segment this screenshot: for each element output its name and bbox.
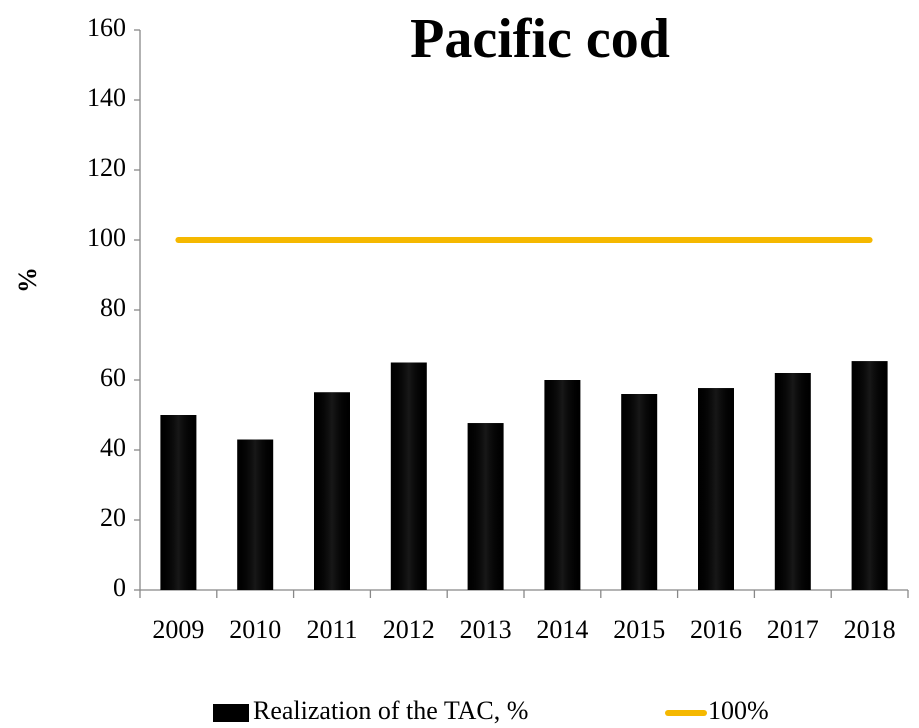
y-tick-label: 40 xyxy=(100,433,126,462)
x-tick-label: 2011 xyxy=(306,615,357,644)
bar-shade xyxy=(774,373,811,590)
x-tick-label: 2010 xyxy=(229,615,281,644)
y-tick-label: 60 xyxy=(100,363,126,392)
bar-shade xyxy=(544,380,581,590)
bar-shade xyxy=(237,439,274,590)
legend-swatch xyxy=(213,704,249,722)
y-tick-label: 0 xyxy=(113,573,126,602)
x-tick-label: 2017 xyxy=(767,615,819,644)
y-tick-label: 160 xyxy=(87,13,126,42)
bar-shade xyxy=(390,362,427,590)
x-tick-label: 2016 xyxy=(690,615,742,644)
bar-shade xyxy=(160,415,197,590)
y-tick-label: 100 xyxy=(87,223,126,252)
x-tick-label: 2014 xyxy=(536,615,588,644)
bar-shade xyxy=(698,388,734,590)
y-axis-label: % xyxy=(13,267,42,293)
x-tick-label: 2009 xyxy=(152,615,204,644)
chart-title: Pacific cod xyxy=(410,8,670,70)
bar-shade xyxy=(467,423,504,590)
bar-shade xyxy=(621,394,658,590)
legend-label: 100% xyxy=(708,696,769,725)
x-tick-label: 2015 xyxy=(613,615,665,644)
y-tick-label: 80 xyxy=(100,293,126,322)
x-tick-label: 2013 xyxy=(460,615,512,644)
y-tick-label: 140 xyxy=(87,83,126,112)
bar-shade xyxy=(851,361,888,590)
bar-shade xyxy=(314,392,350,590)
y-tick-label: 120 xyxy=(87,153,126,182)
x-tick-label: 2012 xyxy=(383,615,435,644)
y-tick-label: 20 xyxy=(100,503,126,532)
x-tick-label: 2018 xyxy=(844,615,896,644)
legend-label: Realization of the TAC, % xyxy=(253,696,528,725)
